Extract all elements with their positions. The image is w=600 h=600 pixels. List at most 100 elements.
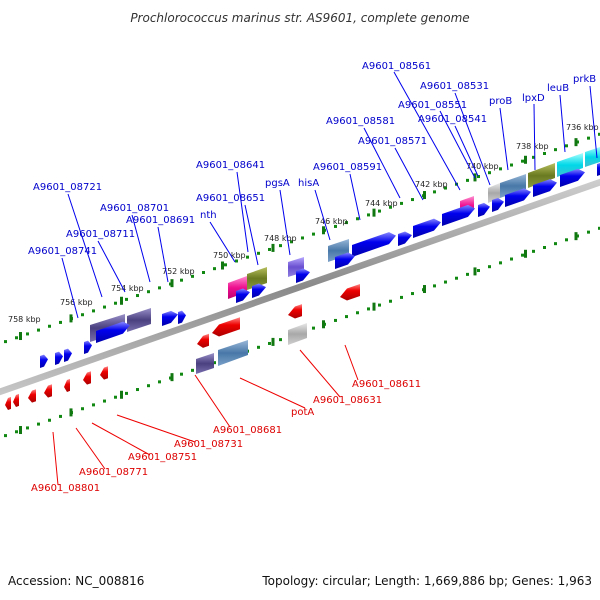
gene-label[interactable]: prkB <box>573 74 596 85</box>
leader-line <box>299 349 341 398</box>
position-dot <box>389 299 392 303</box>
gene-label[interactable]: A9601_08681 <box>213 425 282 436</box>
forward-gene-arrow <box>398 231 412 246</box>
feature-block[interactable] <box>127 308 151 332</box>
leader-line <box>61 257 79 319</box>
gene-label[interactable]: A9601_08561 <box>362 61 431 72</box>
gene-label[interactable]: A9601_08571 <box>358 136 427 147</box>
position-dot <box>400 201 403 205</box>
scale-tick <box>473 267 477 276</box>
leader-line <box>589 85 598 159</box>
position-dot <box>367 213 370 217</box>
gene-label[interactable]: A9601_08641 <box>196 160 265 171</box>
position-dot <box>477 175 480 179</box>
reverse-gene-arrow <box>340 284 360 301</box>
position-dot <box>400 295 403 299</box>
gene-label[interactable]: A9601_08651 <box>196 193 265 204</box>
forward-gene-arrow <box>505 188 531 207</box>
position-dot <box>81 313 84 317</box>
position-dot <box>312 232 315 236</box>
feature-block[interactable] <box>528 163 555 188</box>
position-dot <box>598 132 600 136</box>
feature-block[interactable] <box>500 174 526 198</box>
scale-tick <box>322 226 325 235</box>
position-dot <box>158 380 161 384</box>
forward-gene-arrow <box>64 348 72 362</box>
scale-label: 756 kbp <box>60 298 93 307</box>
gene-label[interactable]: A9601_08631 <box>313 395 382 406</box>
gene-label[interactable]: A9601_08611 <box>352 379 421 390</box>
gene-label[interactable]: lpxD <box>522 93 545 104</box>
leader-line <box>279 189 291 256</box>
position-dot <box>257 345 260 349</box>
leader-line <box>454 125 479 177</box>
feature-block[interactable] <box>557 153 583 177</box>
position-dot <box>356 311 359 315</box>
gene-label[interactable]: A9601_08531 <box>420 81 489 92</box>
reverse-gene-arrow <box>212 317 240 337</box>
scale-label: 738 kbp <box>516 142 549 151</box>
position-dot <box>279 338 282 342</box>
position-dot <box>213 361 216 365</box>
feature-block[interactable] <box>288 323 307 345</box>
leader-line <box>314 189 331 241</box>
feature-block[interactable] <box>488 183 500 203</box>
scale-tick <box>271 337 275 346</box>
scale-tick <box>423 191 426 200</box>
position-dot <box>477 269 480 273</box>
gene-label[interactable]: hisA <box>298 178 319 189</box>
reverse-gene-arrow <box>100 366 108 380</box>
gene-label[interactable]: proB <box>489 96 512 107</box>
scale-tick <box>322 320 325 329</box>
position-dot <box>433 190 436 194</box>
leader-line <box>244 204 259 266</box>
gene-label[interactable]: A9601_08551 <box>398 100 467 111</box>
position-dot <box>246 255 249 259</box>
gene-label[interactable]: A9601_08581 <box>326 116 395 127</box>
scale-label: 754 kbp <box>111 284 144 293</box>
gene-label[interactable]: potA <box>291 407 314 418</box>
gene-label[interactable]: A9601_08741 <box>28 246 97 257</box>
feature-block[interactable] <box>247 267 267 290</box>
leader-line <box>393 71 461 191</box>
reverse-gene-arrow <box>83 371 91 385</box>
position-dot <box>147 290 150 294</box>
gene-label[interactable]: A9601_08541 <box>418 114 487 125</box>
gene-label[interactable]: A9601_08751 <box>128 452 197 463</box>
gene-label[interactable]: A9601_08711 <box>66 229 135 240</box>
scale-tick <box>221 261 224 270</box>
forward-gene-arrow <box>442 204 475 226</box>
position-dot <box>565 144 568 148</box>
forward-gene-arrow <box>162 310 178 326</box>
gene-label[interactable]: A9601_08721 <box>33 182 102 193</box>
gene-label[interactable]: A9601_08701 <box>100 203 169 214</box>
position-dot <box>224 263 227 267</box>
position-dot <box>202 271 205 275</box>
position-dot <box>180 278 183 282</box>
forward-gene-arrow <box>413 218 441 238</box>
gene-label[interactable]: nth <box>200 210 217 221</box>
position-dot <box>92 309 95 313</box>
position-dot <box>125 391 128 395</box>
position-dot <box>543 245 546 249</box>
gene-label[interactable]: pgsA <box>265 178 290 189</box>
forward-label-leaders <box>61 71 598 319</box>
gene-label[interactable]: A9601_08591 <box>313 162 382 173</box>
feature-block[interactable] <box>218 340 248 366</box>
scale-ticks <box>19 138 578 435</box>
gene-label[interactable]: A9601_08801 <box>31 483 100 494</box>
accession-label: Accession: NC_008816 <box>8 574 144 588</box>
feature-block[interactable] <box>196 353 214 374</box>
gene-label[interactable]: A9601_08691 <box>126 215 195 226</box>
position-dot <box>554 148 557 152</box>
position-dot <box>499 261 502 265</box>
position-dot <box>532 249 535 253</box>
position-dot <box>543 151 546 155</box>
gene-label[interactable]: A9601_08771 <box>79 467 148 478</box>
gene-label[interactable]: A9601_08731 <box>174 439 243 450</box>
scale-label: 758 kbp <box>8 315 41 324</box>
scale-tick <box>170 279 174 288</box>
scale-label: 750 kbp <box>213 251 246 260</box>
gene-label[interactable]: leuB <box>547 83 569 94</box>
reverse-strand-genes <box>5 284 360 410</box>
